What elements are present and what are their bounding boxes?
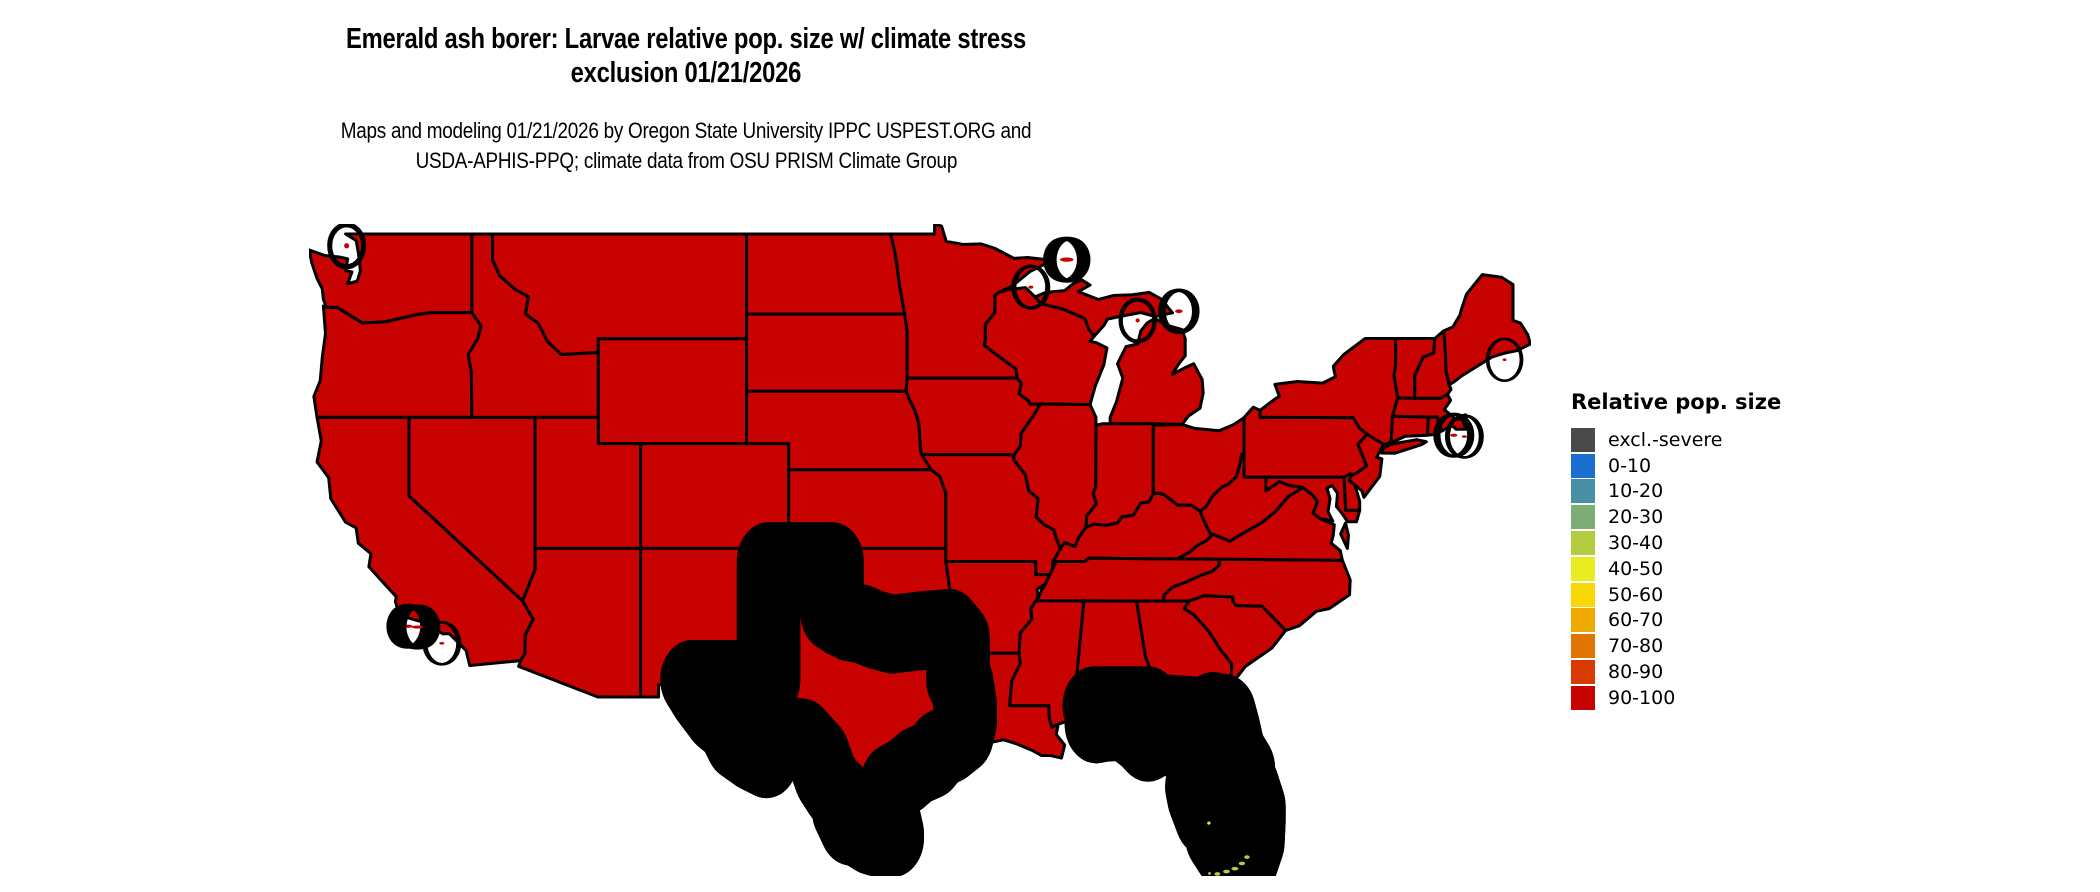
legend-swatch-40-50 <box>1571 556 1595 581</box>
subtitle-line-2: USDA-APHIS-PPQ; climate data from OSU PR… <box>415 148 957 173</box>
legend-swatch-excl-severe <box>1571 427 1595 452</box>
island-beaver <box>1118 297 1157 344</box>
legend-item: 30-40 <box>1571 530 1781 556</box>
legend-label: 90-100 <box>1608 686 1676 709</box>
legend-item: 50-60 <box>1571 582 1781 608</box>
legend-item: 70-80 <box>1571 633 1781 659</box>
island-isle-royale <box>1043 236 1091 283</box>
florida-border <box>1094 706 1254 859</box>
long-island <box>1381 440 1426 454</box>
state-arizona <box>519 548 641 697</box>
legend-swatch-80-90 <box>1571 660 1595 685</box>
state-wyoming <box>598 339 746 444</box>
legend-item: 60-70 <box>1571 608 1781 634</box>
state-north-dakota <box>747 234 905 314</box>
state-north-carolina <box>1164 559 1351 630</box>
legend-label: 80-90 <box>1608 661 1664 684</box>
legend-swatch-70-80 <box>1571 634 1595 659</box>
legend-label: 70-80 <box>1608 635 1664 658</box>
legend-item: 40-50 <box>1571 556 1781 582</box>
island-catalina <box>422 621 462 666</box>
legend-label: 60-70 <box>1608 609 1664 632</box>
florida-key <box>1214 872 1221 876</box>
florida-key <box>1208 872 1212 875</box>
state-maryland <box>1266 477 1360 522</box>
legend-label: 10-20 <box>1608 480 1664 503</box>
legend-item: 20-30 <box>1571 504 1781 530</box>
legend-swatch-60-70 <box>1571 608 1595 633</box>
legend-label: 40-50 <box>1608 557 1664 580</box>
subtitle-line-1: Maps and modeling 01/21/2026 by Oregon S… <box>340 118 1032 143</box>
legend-swatch-30-40 <box>1571 531 1595 556</box>
state-maine <box>1444 275 1531 385</box>
state-oregon <box>314 306 481 417</box>
legend-label: 0-10 <box>1608 454 1652 477</box>
island-drummond <box>1158 288 1200 335</box>
page-title-line-2: exclusion 01/21/2026 <box>570 57 802 89</box>
legend-swatch-0-10 <box>1571 453 1595 478</box>
legend-label: 30-40 <box>1608 532 1664 555</box>
legend-title: Relative pop. size <box>1571 390 1782 414</box>
island-channel-islands <box>394 604 441 650</box>
legend-label: 20-30 <box>1608 506 1664 529</box>
state-wisconsin <box>984 288 1107 405</box>
florida-coastal-speck <box>1207 821 1211 825</box>
state-south-dakota <box>747 314 908 391</box>
page-title-line-1: Emerald ash borer: Larvae relative pop. … <box>346 23 1026 55</box>
island-marthas-vineyard <box>1433 412 1475 458</box>
island-apostle <box>1011 264 1051 310</box>
legend-item: 80-90 <box>1571 659 1781 685</box>
header: Emerald ash borer: Larvae relative pop. … <box>271 22 1100 90</box>
state-michigan-lower-peninsula <box>1110 318 1203 424</box>
island-maine-coast <box>1485 337 1524 383</box>
legend-item: excl.-severe <box>1571 427 1781 453</box>
florida-key <box>1244 855 1250 859</box>
legend-swatch-90-100 <box>1571 685 1595 710</box>
florida-keys <box>1207 821 1250 876</box>
subtitle: Maps and modeling 01/21/2026 by Oregon S… <box>285 116 1088 176</box>
florida-key <box>1231 866 1239 871</box>
island-nantucket <box>1444 414 1484 459</box>
state-michigan-upper-peninsula <box>1035 280 1172 336</box>
legend-swatch-20-30 <box>1571 505 1595 530</box>
island-san-juan <box>327 224 367 270</box>
state-virginia-eastern-shore <box>1341 523 1349 548</box>
legend-items: excl.-severe 0-10 10-20 20-30 30-40 40-50 50-6… <box>1571 427 1781 711</box>
florida-key <box>1223 869 1230 874</box>
florida-key <box>1238 861 1246 866</box>
legend-item: 90-100 <box>1571 685 1781 711</box>
legend-label: excl.-severe <box>1608 428 1723 451</box>
legend-label: 50-60 <box>1608 583 1664 606</box>
legend: Relative pop. size excl.-severe 0-10 10-20… <box>1571 390 1781 711</box>
legend-item: 10-20 <box>1571 479 1781 505</box>
legend-swatch-50-60 <box>1571 582 1595 607</box>
legend-item: 0-10 <box>1571 453 1781 479</box>
legend-swatch-10-20 <box>1571 479 1595 504</box>
us-map <box>309 224 1531 876</box>
